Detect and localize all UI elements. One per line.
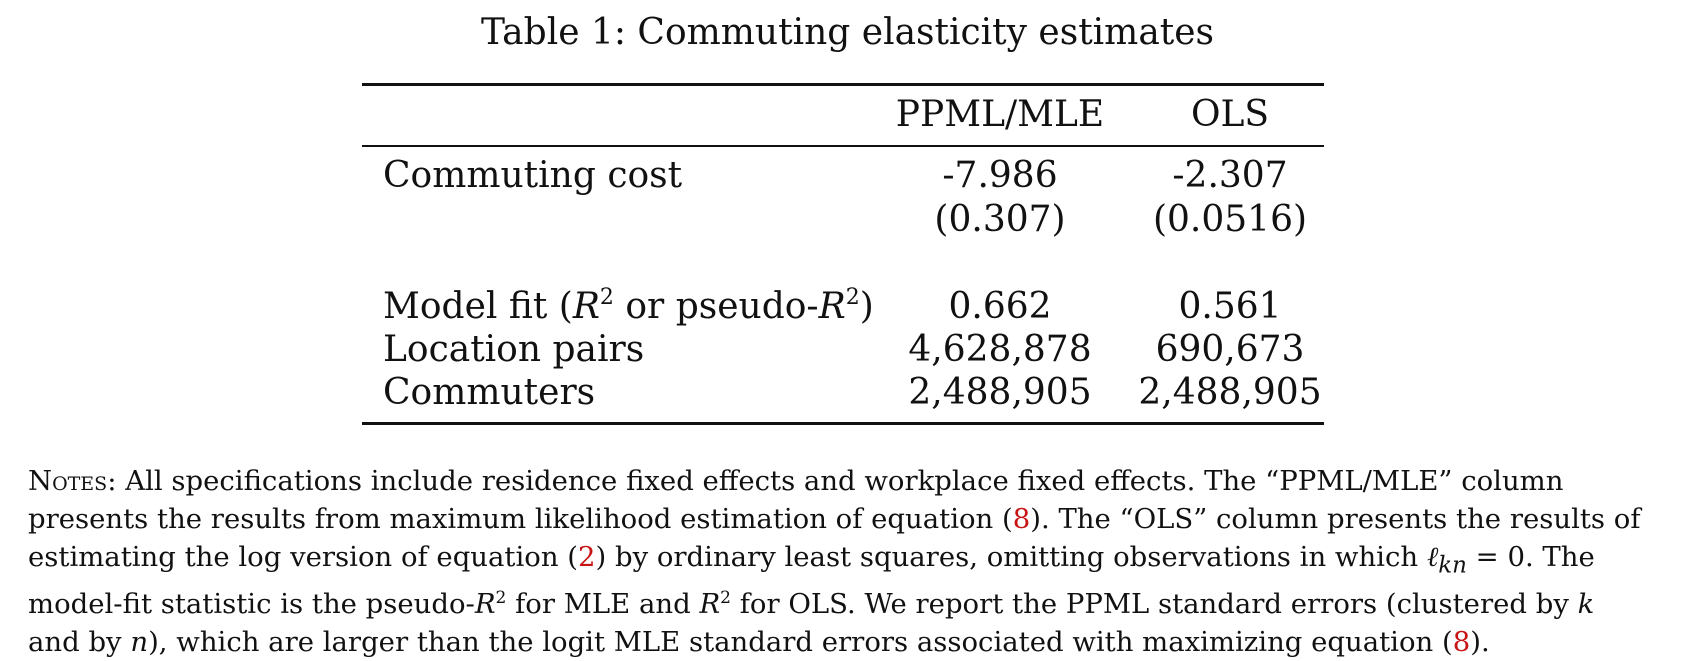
equation-ref-2[interactable]: 2 (578, 541, 596, 573)
notes-line-2: presents the results from maximum likeli… (28, 503, 1641, 535)
equation-ref-8-second[interactable]: 8 (1452, 625, 1471, 658)
cell-model-fit-ols: 0.561 (1178, 286, 1282, 327)
table-notes: Notes: All specifications include reside… (28, 462, 1668, 661)
notes-label: Notes: (28, 465, 117, 497)
top-rule (362, 83, 1324, 86)
bottom-rule (362, 422, 1324, 425)
equation-ref-8[interactable]: 8 (1012, 503, 1031, 535)
row-label-location-pairs: Location pairs (383, 329, 645, 370)
notes-line-1: Notes: All specifications include reside… (28, 465, 1564, 497)
cell-commuters-ppml: 2,488,905 (908, 372, 1092, 413)
notes-line-5: and by n), which are larger than the log… (28, 625, 1490, 658)
cell-commuters-ols: 2,488,905 (1138, 372, 1322, 413)
cell-commuting-cost-se-ppml: (0.307) (934, 199, 1066, 240)
cell-commuting-cost-ols: -2.307 (1172, 155, 1288, 196)
header-rule (362, 145, 1324, 147)
notes-line-4: model-fit statistic is the pseudo-R2 for… (28, 587, 1595, 620)
header-ppml: PPML/MLE (895, 94, 1105, 135)
cell-location-pairs-ols: 690,673 (1155, 329, 1305, 370)
cell-location-pairs-ppml: 4,628,878 (908, 329, 1092, 370)
cell-commuting-cost-ppml: -7.986 (942, 155, 1058, 196)
row-label-model-fit: Model fit (R2 or pseudo-R2) (383, 285, 874, 327)
header-ols: OLS (1190, 94, 1270, 135)
notes-line-3: estimating the log version of equation (… (28, 541, 1595, 579)
row-label-commuting-cost: Commuting cost (383, 155, 683, 196)
cell-model-fit-ppml: 0.662 (948, 286, 1052, 327)
row-label-commuters: Commuters (383, 372, 596, 413)
cell-commuting-cost-se-ols: (0.0516) (1152, 199, 1308, 240)
table-caption: Table 1: Commuting elasticity estimates (480, 12, 1215, 53)
